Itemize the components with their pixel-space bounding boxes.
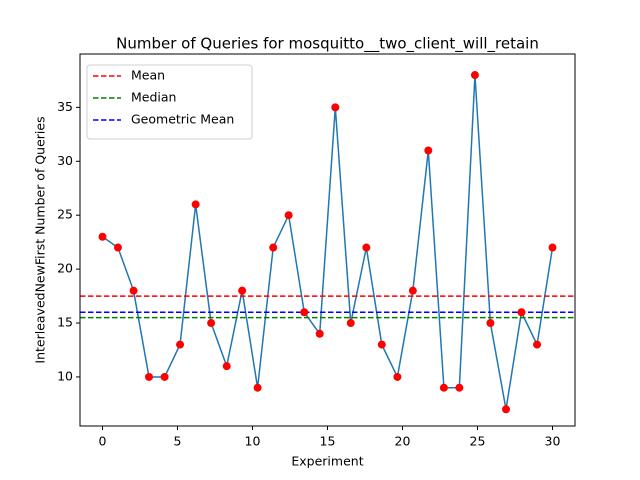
data-point (455, 383, 464, 392)
data-point (331, 103, 340, 112)
data-point (548, 243, 557, 252)
y-axis-label: InterleavedNewFirst Number of Queries (33, 116, 48, 363)
data-point (191, 200, 200, 209)
data-point (284, 211, 293, 220)
data-point (517, 308, 526, 317)
data-line (102, 74, 554, 410)
y-tick-label: 10 (57, 368, 73, 383)
data-point (98, 232, 107, 241)
data-point (300, 308, 309, 317)
data-point (113, 243, 122, 252)
data-point (315, 329, 324, 338)
data-point (377, 340, 386, 349)
data-point (439, 383, 448, 392)
data-point (145, 372, 153, 381)
chart-title: Number of Queries for mosquitto__two_cli… (116, 35, 539, 54)
data-point (160, 372, 169, 381)
data-point (207, 319, 216, 328)
legend-label: Median (131, 90, 176, 105)
x-tick-label: 0 (99, 434, 107, 449)
data-point (424, 146, 433, 155)
plot-frame (79, 53, 576, 427)
data-point (486, 319, 495, 328)
x-axis-label: Experiment (291, 454, 363, 469)
x-tick-label: 25 (470, 434, 486, 449)
x-tick-label: 5 (174, 434, 182, 449)
data-point (176, 340, 185, 349)
data-point (393, 372, 402, 381)
y-tick-label: 15 (57, 315, 73, 330)
x-tick-label: 30 (545, 434, 561, 449)
y-tick-label: 25 (57, 207, 73, 222)
y-tick-label: 35 (57, 99, 73, 114)
legend-box (86, 64, 253, 140)
y-tick-label: 30 (57, 153, 73, 168)
data-point (222, 362, 231, 371)
y-tick-label: 20 (57, 261, 73, 276)
x-tick-label: 10 (245, 434, 261, 449)
data-point (129, 286, 138, 295)
data-point (502, 405, 510, 414)
data-point (408, 286, 417, 295)
data-point (362, 243, 371, 252)
legend-label: Geometric Mean (131, 112, 234, 127)
data-point (533, 340, 542, 349)
data-point (253, 383, 262, 392)
data-point (269, 243, 278, 252)
x-tick-label: 20 (395, 434, 411, 449)
data-point (346, 319, 355, 328)
data-point (470, 71, 479, 80)
data-point (238, 286, 247, 295)
legend-label: Mean (131, 68, 165, 83)
x-tick-label: 15 (320, 434, 336, 449)
